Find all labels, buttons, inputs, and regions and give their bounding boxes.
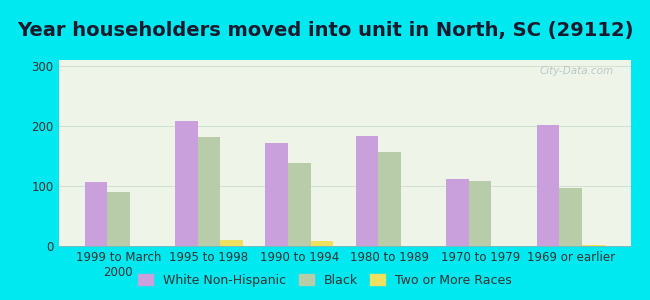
- Bar: [265, 143, 288, 246]
- Legend: White Non-Hispanic, Black, Two or More Races: White Non-Hispanic, Black, Two or More R…: [135, 270, 515, 291]
- Bar: [559, 188, 582, 246]
- Bar: [288, 163, 311, 246]
- Bar: [311, 241, 333, 246]
- Text: City-Data.com: City-Data.com: [540, 66, 614, 76]
- Bar: [220, 240, 242, 246]
- Bar: [469, 181, 491, 246]
- Bar: [356, 136, 378, 246]
- Bar: [84, 182, 107, 246]
- Text: Year householders moved into unit in North, SC (29112): Year householders moved into unit in Nor…: [17, 21, 633, 40]
- Bar: [447, 179, 469, 246]
- Bar: [198, 137, 220, 246]
- Bar: [582, 245, 604, 246]
- Bar: [537, 125, 559, 246]
- Bar: [175, 121, 198, 246]
- Bar: [378, 152, 401, 246]
- Bar: [107, 192, 130, 246]
